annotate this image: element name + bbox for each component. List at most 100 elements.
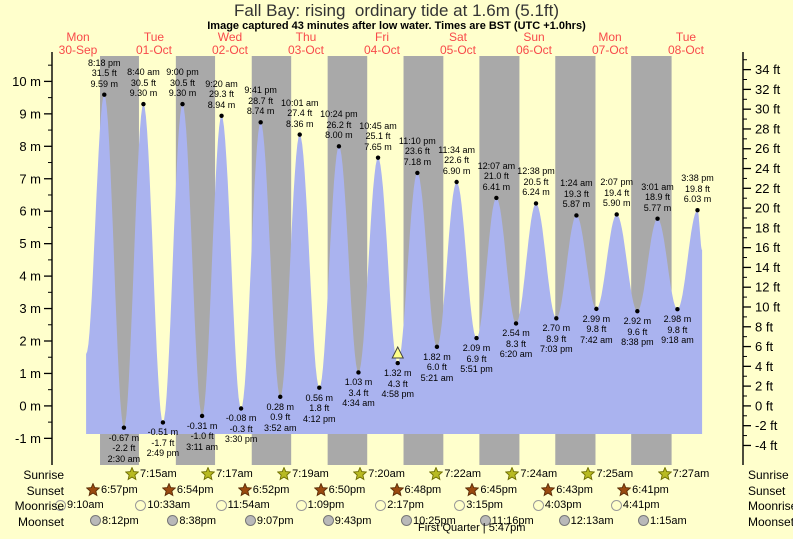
- tide-extreme-dot: [594, 306, 599, 312]
- tide-label-line-2: 6.41 m: [482, 181, 511, 192]
- tide-label-line-1: -1.7 ft: [151, 437, 175, 448]
- sunrise-star-shape: [353, 467, 368, 481]
- moonset-event: 9:07pm: [244, 514, 294, 528]
- tide-label-line-2: 7.65 m: [364, 141, 392, 152]
- moonset-time: 10:25pm: [412, 514, 456, 527]
- day-label: Sun 06-Oct: [494, 31, 574, 57]
- tide-label-line-0: 9:20 am: [205, 78, 238, 89]
- tide-label-line-1: 6.9 ft: [466, 353, 487, 364]
- sunset-event: 6:48pm: [389, 482, 441, 497]
- sunrise-star-icon: [429, 467, 444, 481]
- tide-label-line-2: 8.36 m: [285, 118, 314, 129]
- right-axis-tick-label: 18 ft: [755, 220, 781, 235]
- sunrise-star-icon: [505, 467, 520, 481]
- tide-label-line-0: 2.92 m: [623, 316, 652, 327]
- tide-high-label: 8:40 am 30.5 ft 9.30 m: [106, 67, 180, 99]
- tide-extreme-dot: [336, 144, 342, 149]
- moonrise-event: 1:09pm: [295, 498, 344, 512]
- tide-label-line-0: -0.67 m: [108, 432, 140, 443]
- tide-label-line-2: 4:34 am: [342, 398, 375, 409]
- day-label: Sat 05-Oct: [418, 31, 498, 57]
- axes-layer: 10 m 9 m 8 m 7 m 6 m 5 m 4 m 3 m 2 m 1 m 0 m -1 m 34…: [12, 52, 781, 465]
- tide-label-line-1: 28.7 ft: [248, 95, 274, 106]
- right-axis-tick-label: 2 ft: [755, 379, 773, 394]
- moonrise-time: 2:17pm: [387, 499, 424, 511]
- sunset-time: 6:50pm: [328, 483, 366, 496]
- sunset-event: 6:54pm: [161, 482, 214, 497]
- sunset-event: 6:41pm: [617, 482, 669, 497]
- tide-low-label: -0.51 m -1.7 ft 2:49 pm: [126, 427, 200, 459]
- moonrise-event: 3:15pm: [454, 498, 503, 512]
- moonset-moon-icon: [322, 515, 334, 526]
- tide-label-line-0: 9:00 pm: [166, 67, 199, 78]
- tide-low-label: -0.31 m -1.0 ft 3:11 am: [165, 421, 239, 453]
- tide-low-label: 2.92 m 9.6 ft 8:38 pm: [600, 316, 674, 348]
- moonrise-event: 4:41pm: [610, 498, 660, 512]
- tide-extreme-dot: [258, 120, 263, 125]
- tide-low-label: 0.56 m 1.8 ft 4:12 pm: [282, 393, 356, 425]
- tide-low-label: 1.03 m 3.4 ft 4:34 am: [321, 377, 395, 409]
- sunrise-star-shape: [429, 467, 444, 481]
- tide-high-label: 1:24 am 19.3 ft 5.87 m: [539, 178, 613, 210]
- tide-label-line-0: 0.56 m: [305, 392, 334, 403]
- tide-low-label: 2.09 m 6.9 ft 5:51 pm: [440, 343, 514, 375]
- moon-phase-label: First Quarter | 5:47pm: [418, 522, 526, 534]
- tide-high-label: 10:24 pm 26.2 ft 8.00 m: [302, 109, 376, 141]
- day-label: Fri 04-Oct: [342, 31, 422, 57]
- moonrise-time: 10:33am: [147, 499, 191, 511]
- sunset-event: 6:50pm: [313, 482, 366, 497]
- tide-label-line-2: 9:18 am: [661, 335, 694, 346]
- sunset-time: 6:52pm: [252, 483, 290, 496]
- moonrise-time: 3:15pm: [466, 499, 503, 511]
- day-date: 06-Oct: [515, 43, 552, 57]
- sunset-time: 6:41pm: [632, 483, 669, 496]
- tide-low-label: 0.28 m 0.9 ft 3:52 am: [243, 402, 317, 434]
- tide-extreme-dot: [513, 321, 519, 326]
- day-date: 30-Sep: [58, 43, 98, 57]
- sunset-event: 6:52pm: [237, 482, 290, 497]
- sunrise-event: 7:17am: [201, 467, 253, 481]
- tide-curve-layer: [86, 94, 703, 434]
- tide-label-line-2: 5:21 am: [420, 372, 454, 383]
- sunset-event: 6:43pm: [541, 482, 593, 497]
- tide-label-line-1: 30.5 ft: [169, 77, 196, 88]
- tide-label-line-2: 5:51 pm: [460, 364, 493, 375]
- tide-extreme-dot: [533, 201, 539, 206]
- right-axis-tick-label: 26 ft: [755, 141, 781, 156]
- tide-label-line-2: 2:30 am: [107, 453, 141, 464]
- right-axis-tick-label: 16 ft: [755, 240, 781, 255]
- tide-extreme-dot: [297, 132, 302, 137]
- tide-extreme-dot: [199, 413, 205, 419]
- day-of-week: Fri: [375, 30, 389, 44]
- chart-subtitle: Image captured 43 minutes after low wate…: [207, 20, 586, 32]
- tide-label-line-1: 6.0 ft: [426, 362, 447, 373]
- tide-high-label: 9:20 am 29.3 ft 8.94 m: [185, 79, 259, 111]
- tide-label-line-2: 7:42 am: [580, 334, 613, 345]
- tide-label-line-2: 8.74 m: [246, 106, 275, 117]
- left-axis-tick-label: 3 m: [19, 301, 41, 316]
- tide-extreme-dot: [180, 101, 185, 107]
- tide-label-line-1: 19.3 ft: [563, 188, 589, 199]
- sunset-star-icon: [86, 482, 100, 496]
- sunrise-star-icon: [277, 467, 292, 481]
- sunrise-star-shape: [277, 467, 292, 481]
- tide-high-label: 10:01 am 27.4 ft 8.36 m: [263, 98, 337, 130]
- sunrise-time: 7:24am: [520, 468, 558, 480]
- tide-label-line-2: 5.87 m: [562, 199, 591, 210]
- moonset-moon-icon: [89, 515, 101, 526]
- sunrise-time: 7:19am: [292, 468, 329, 480]
- right-axis-tick-label: 20 ft: [755, 201, 781, 216]
- moonrise-event: 10:33am: [135, 498, 190, 512]
- moonrise-moon-icon: [610, 499, 622, 511]
- day-of-week: Mon: [598, 30, 622, 44]
- tide-extreme-dot: [474, 335, 479, 341]
- day-date: 04-Oct: [363, 43, 400, 57]
- tide-label-line-0: 12:07 am: [477, 160, 516, 171]
- sunrise-star-icon: [201, 467, 216, 481]
- tide-label-line-1: -1.0 ft: [190, 431, 214, 442]
- tide-high-label: 10:45 am 25.1 ft 7.65 m: [341, 121, 415, 153]
- markers-layer: [102, 92, 700, 430]
- left-axis-tick-label: 8 m: [19, 139, 41, 154]
- tide-label-line-1: 1.8 ft: [309, 403, 330, 414]
- tide-high-label: 12:07 am 21.0 ft 6.41 m: [459, 161, 533, 193]
